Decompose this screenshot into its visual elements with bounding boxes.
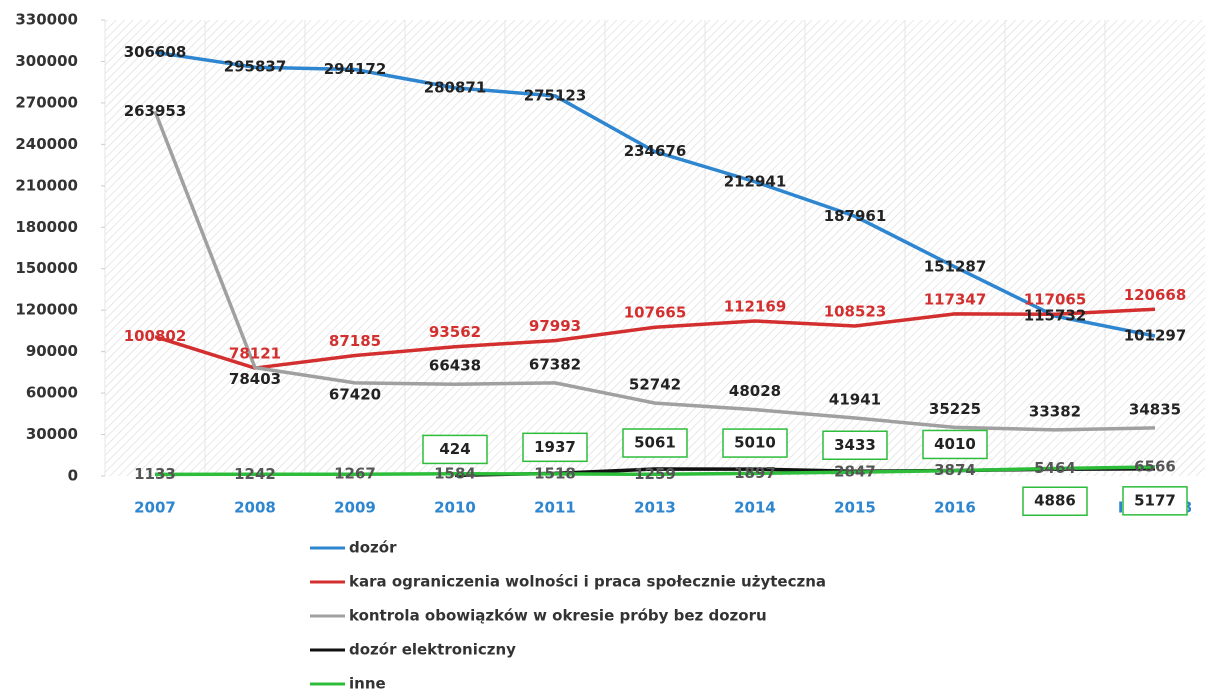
series-line	[154, 50, 1156, 338]
data-label: 1259	[634, 465, 676, 483]
data-label: 151287	[924, 257, 987, 275]
data-label: 1584	[434, 464, 476, 482]
data-label: 67420	[329, 385, 381, 403]
data-label: 115732	[1024, 307, 1087, 325]
data-label: 263953	[124, 102, 187, 120]
data-label: 1242	[234, 465, 276, 483]
legend-label: kara ograniczenia wolności i praca społe…	[349, 573, 826, 591]
data-label: 1897	[734, 464, 776, 482]
data-label: 5061	[634, 434, 676, 452]
data-label: 101297	[1124, 327, 1187, 345]
y-tick-label: 120000	[15, 301, 78, 319]
x-tick-label: 2009	[334, 499, 376, 517]
data-label: 107665	[624, 304, 687, 322]
plot-background	[105, 20, 1205, 476]
legend-label: kontrola obowiązków w okresie próby bez …	[349, 607, 767, 625]
label-box	[822, 430, 888, 461]
x-tick-label: 2014	[734, 499, 776, 517]
data-label: 52742	[629, 376, 681, 394]
data-label: 48028	[729, 382, 781, 400]
series-line	[153, 110, 1156, 432]
data-label: 1267	[334, 465, 376, 483]
label-box	[422, 434, 488, 465]
data-label: 424	[439, 440, 470, 458]
data-label: 187961	[824, 207, 887, 225]
data-label: 275123	[524, 86, 587, 104]
y-tick-label: 300000	[15, 52, 78, 70]
legend-label: dozór	[349, 539, 397, 557]
data-label: 2847	[834, 463, 876, 481]
data-label: 1937	[534, 438, 576, 456]
data-label: 97993	[529, 317, 581, 335]
y-tick-label: 180000	[15, 218, 78, 236]
data-label: 4886	[1034, 492, 1076, 510]
y-tick-label: 150000	[15, 259, 78, 277]
label-box	[622, 428, 688, 458]
data-label: 6566	[1134, 457, 1176, 475]
data-label: 3433	[834, 436, 876, 454]
series-line	[154, 465, 1156, 477]
legend-label: inne	[349, 675, 386, 693]
data-label: 78121	[229, 345, 281, 363]
data-label: 3874	[934, 461, 976, 479]
data-label: 87185	[329, 332, 381, 350]
data-label: 41941	[829, 391, 881, 409]
data-label: 35225	[929, 400, 981, 418]
y-tick-label: 270000	[15, 93, 78, 111]
y-tick-label: 210000	[15, 176, 78, 194]
data-label: 78403	[229, 370, 281, 388]
x-tick-label: 2011	[534, 499, 576, 517]
y-tick-label: 240000	[15, 135, 78, 153]
data-label: 5464	[1034, 459, 1076, 477]
legend-label: dozór elektroniczny	[349, 641, 516, 659]
data-label: 280871	[424, 78, 487, 96]
data-label: 5177	[1134, 491, 1176, 509]
series-line	[154, 307, 1156, 370]
y-tick-label: 30000	[26, 425, 78, 443]
label-box	[522, 432, 588, 463]
data-label: 100802	[124, 327, 187, 345]
y-tick-label: 60000	[26, 384, 78, 402]
data-label: 112169	[724, 298, 787, 316]
x-tick-label: 2015	[834, 499, 876, 517]
x-tick-label: 2016	[934, 499, 976, 517]
label-box	[922, 429, 988, 460]
label-box	[722, 428, 788, 458]
label-box	[1122, 486, 1188, 516]
data-label: 117065	[1024, 291, 1087, 309]
y-tick-label: 90000	[26, 342, 78, 360]
data-label: 93562	[429, 323, 481, 341]
data-label: 212941	[724, 172, 787, 190]
data-label: 33382	[1029, 402, 1081, 420]
data-label: 108523	[824, 303, 887, 321]
data-label: 120668	[1124, 286, 1187, 304]
data-label: 5010	[734, 434, 776, 452]
data-label: 34835	[1129, 400, 1181, 418]
x-tick-label: 2007	[134, 499, 176, 517]
data-label: 1133	[134, 465, 176, 483]
data-label: 4010	[934, 435, 976, 453]
data-label: 67382	[529, 355, 581, 373]
data-label: 66438	[429, 357, 481, 375]
data-label: 295837	[224, 58, 287, 76]
y-tick-label: 0	[68, 467, 78, 485]
data-label: 117347	[924, 290, 987, 308]
data-label: 294172	[324, 60, 387, 78]
label-box	[1022, 486, 1088, 516]
data-label: 234676	[624, 142, 687, 160]
x-tick-label: 2013	[634, 499, 676, 517]
data-label: 1518	[534, 464, 576, 482]
x-tick-label: 2008	[234, 499, 276, 517]
x-tick-label: 2010	[434, 499, 476, 517]
data-label: 306608	[124, 43, 187, 61]
y-tick-label: 330000	[15, 11, 78, 29]
